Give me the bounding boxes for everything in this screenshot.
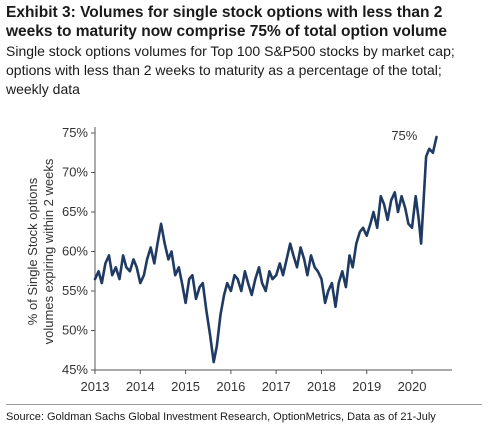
x-tick-label: 2015 — [171, 379, 200, 394]
line-chart: 45% 50% 55% 60% 65% 70% 75% 2013 2014 2015 2016 201… — [25, 125, 452, 394]
chart-labels: % of Single Stock options volumes expirin… — [25, 128, 418, 344]
y-tick-label: 45% — [62, 362, 88, 377]
y-tick-label: 70% — [62, 165, 88, 180]
chart-series — [93, 135, 438, 364]
x-tick-label: 2017 — [262, 379, 291, 394]
x-tick-label: 2020 — [398, 379, 427, 394]
y-tick-label: 65% — [62, 204, 88, 219]
source-note: Source: Goldman Sachs Global Investment … — [6, 411, 436, 423]
y-axis-title: volumes expiring within 2 weeks — [41, 158, 56, 344]
x-tick-label: 2018 — [307, 379, 336, 394]
y-tick-label: 75% — [62, 125, 88, 140]
chart-title: Exhibit 3: Volumes for single stock opti… — [6, 4, 447, 40]
y-tick-label: 55% — [62, 283, 88, 298]
x-tick-label: 2019 — [352, 379, 381, 394]
chart-ticks: 45% 50% 55% 60% 65% 70% 75% 2013 2014 2015 2016 201… — [62, 125, 427, 394]
footer-divider — [6, 404, 482, 405]
chart-subtitle: Single stock options volumes for Top 100… — [6, 43, 455, 97]
x-tick-label: 2014 — [126, 379, 155, 394]
y-tick-label: 50% — [62, 323, 88, 338]
x-tick-label: 2013 — [81, 379, 110, 394]
annotation-label: 75% — [391, 128, 417, 143]
series-line — [93, 135, 438, 364]
y-tick-label: 60% — [62, 244, 88, 259]
chart-axes — [94, 127, 452, 371]
x-tick-label: 2016 — [216, 379, 245, 394]
y-axis-title: % of Single Stock options — [25, 177, 40, 325]
